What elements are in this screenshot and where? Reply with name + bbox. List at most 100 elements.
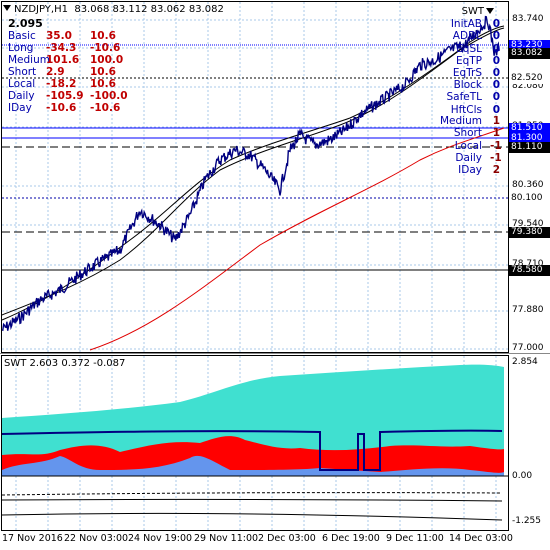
price-tag: 81.300 [509, 133, 550, 144]
stat-value-2: 100.0 [90, 54, 124, 66]
right-list-row: EqTP 0 [451, 55, 500, 67]
right-list-row: ADDL 0 [451, 30, 500, 42]
price-axis-label: 80.360 [512, 180, 544, 190]
indicator-axis-label: 0.00 [512, 471, 533, 481]
right-list-group-1: InitAB 0 ADDL 0 EqSL 0 EqTP 0 EqTrS 0 [451, 18, 500, 79]
right-list-label: EqTP [455, 54, 482, 67]
stat-value-1: 101.6 [46, 54, 80, 66]
swt-dropdown-icon[interactable] [486, 8, 494, 14]
right-list-value: 1 [492, 127, 500, 140]
stat-label: IDay [8, 102, 32, 114]
right-list-row: Block 0 [446, 79, 500, 91]
right-list-label: Daily [455, 151, 482, 164]
stat-value-1: -18.2 [46, 78, 77, 90]
right-list-label: Medium [440, 115, 482, 127]
stat-value-2: 10.6 [90, 30, 116, 42]
right-list-label: Short [453, 127, 482, 140]
right-list-row: Short 1 [440, 127, 500, 139]
price-axis-label: 83.740 [512, 14, 544, 24]
right-list-row: EqSL 0 [451, 43, 500, 55]
right-list-label: HftCls [450, 103, 482, 116]
stat-value-1: 35.0 [46, 30, 72, 42]
stat-value-2: 10.6 [90, 66, 116, 78]
indicator-axis-label: 2.854 [512, 357, 538, 367]
right-list-row: IDay 2 [440, 164, 500, 176]
right-list-value: -1 [490, 139, 502, 152]
price-tag: 82.520 [509, 73, 550, 84]
price-axis-label: 79.540 [512, 219, 544, 229]
ohlc-values: 83.068 83.112 83.062 83.082 [74, 4, 224, 15]
right-list-label: ADDL [452, 30, 482, 43]
time-axis-label: 22 Nov 03:00 [64, 533, 129, 544]
price-tag: 83.230 [509, 40, 550, 51]
price-axis-label: 82.080 [512, 81, 544, 91]
right-list-label: SafeTL [446, 91, 482, 104]
stat-value-2: -10.6 [90, 42, 121, 54]
right-list-row: SafeTL 0 [446, 91, 500, 103]
stat-value-2: -10.6 [90, 102, 121, 114]
time-axis-label: 14 Dec 03:00 [449, 533, 513, 544]
right-list-label: Local [454, 139, 482, 152]
right-list-row: HftCls 0 [446, 104, 500, 116]
right-list-value: 0 [492, 79, 500, 91]
stat-value-2: 10.6 [90, 78, 116, 90]
stat-value-1: -10.6 [46, 102, 77, 114]
main-value: 2.095 [8, 17, 43, 30]
price-axis-label: 77.000 [512, 343, 544, 353]
stat-label: Long [8, 42, 34, 54]
swt-label: SWT [462, 6, 494, 17]
symbol-title: NZDJPY,H1 [14, 4, 68, 15]
right-list-value: 0 [492, 91, 500, 104]
stat-label: Basic [8, 30, 36, 42]
stat-value-2: -100.0 [90, 90, 128, 102]
right-list-label: EqTrS [452, 67, 482, 80]
stat-value-1: -34.3 [46, 42, 77, 54]
time-axis-label: 6 Dec 19:00 [322, 533, 380, 544]
price-tag: 83.082 [509, 48, 550, 59]
price-tag: 81.510 [509, 123, 550, 134]
stat-label: Medium [8, 54, 50, 66]
indicator-fills [1, 364, 508, 521]
right-list-value: 2 [492, 164, 500, 177]
time-axis-label: 17 Nov 2016 [2, 533, 63, 544]
price-axis-label: 78.710 [512, 259, 544, 269]
price-tag: 79.380 [509, 227, 550, 238]
red-moving-average [89, 127, 505, 351]
right-list-value: 0 [492, 42, 500, 55]
price-tag: 80.100 [509, 193, 550, 204]
right-list-group-3: Medium 1 Short 1 Local -1 Daily -1 IDay 2 [440, 115, 502, 176]
right-list-row: Medium 1 [440, 115, 500, 127]
stat-value-1: 2.9 [46, 66, 65, 78]
right-list-value: 0 [492, 30, 500, 43]
right-list-label: InitAB [450, 18, 482, 30]
right-list-row: Daily -1 [440, 151, 502, 164]
panel-frames [0, 1, 550, 531]
time-axis-label: 9 Dec 11:00 [386, 533, 444, 544]
time-axis-label: 2 Dec 03:00 [258, 533, 316, 544]
right-list-row: EqTrS 0 [451, 67, 500, 79]
stat-label: Short [8, 66, 37, 78]
right-list-group-2: Block 0 SafeTL 0 HftCls 0 [446, 79, 500, 116]
price-axis-label: 77.880 [512, 305, 544, 315]
right-list-value: 0 [492, 67, 500, 80]
swt-label-text: SWT [461, 6, 484, 17]
indicator-axis-label: -1.255 [512, 516, 542, 526]
right-list-value: 0 [492, 54, 500, 67]
price-tag: 78.580 [509, 265, 550, 276]
right-list-value: 0 [492, 18, 500, 30]
horizontal-levels [2, 44, 508, 271]
stat-label: Local [8, 78, 36, 90]
right-list-label: IDay [458, 164, 482, 177]
indicator-title: SWT 2.603 0.372 -0.087 [4, 358, 126, 369]
time-axis-label: 24 Nov 19:00 [128, 533, 193, 544]
stat-label: Daily [8, 90, 35, 102]
chart-title: NZDJPY,H1 83.068 83.112 83.062 83.082 [3, 4, 224, 15]
collapse-triangle-icon[interactable] [3, 5, 11, 11]
right-list-row: Local -1 [440, 139, 502, 152]
price-tag: 81.110 [509, 142, 550, 153]
right-list-value: 1 [492, 115, 500, 127]
stat-value-1: -105.9 [46, 90, 84, 102]
right-list-value: -1 [490, 151, 502, 164]
right-list-value: 0 [492, 103, 500, 116]
